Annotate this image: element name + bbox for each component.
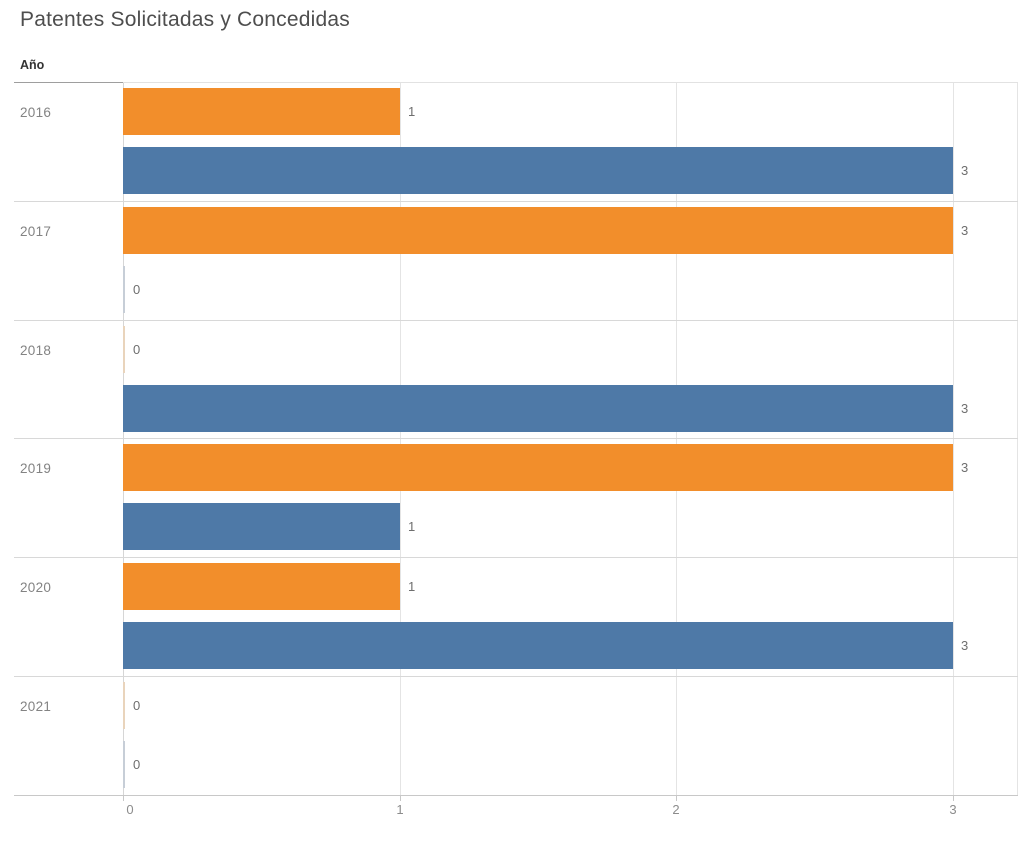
bar-value-label: 3	[961, 400, 969, 416]
bar-blue-2016[interactable]	[123, 146, 953, 194]
plot-top-border	[123, 82, 1018, 83]
bar-row-blue: 3	[123, 617, 1018, 676]
bar-value-label: 3	[961, 222, 969, 238]
bar-row-orange: 3	[123, 439, 1018, 498]
bar-orange-2021[interactable]	[123, 682, 125, 730]
year-group-2021: 2021 0 0	[14, 677, 1018, 795]
bar-row-orange: 3	[123, 202, 1018, 261]
x-tick-mark	[676, 796, 677, 801]
bar-blue-2017[interactable]	[123, 265, 125, 313]
year-label: 2019	[20, 461, 52, 477]
bar-value-label: 3	[961, 460, 969, 476]
header-underline	[14, 82, 123, 83]
bar-row-blue: 0	[123, 736, 1018, 795]
year-label: 2016	[20, 104, 52, 120]
bar-blue-2021[interactable]	[123, 741, 125, 789]
bar-value-label: 0	[133, 341, 141, 357]
x-tick-label: 0	[126, 802, 134, 817]
bar-orange-2016[interactable]	[123, 88, 400, 135]
x-tick-label: 3	[949, 802, 957, 817]
year-label: 2018	[20, 342, 52, 358]
bar-value-label: 3	[961, 638, 969, 654]
year-label: 2017	[20, 223, 52, 239]
x-axis-line	[14, 795, 1018, 796]
bar-blue-2018[interactable]	[123, 384, 953, 432]
year-group-2017: 2017 3 0	[14, 202, 1018, 321]
bar-orange-2017[interactable]	[123, 206, 953, 254]
bar-row-blue: 3	[123, 380, 1018, 439]
bar-row-orange: 1	[123, 558, 1018, 617]
bar-value-label: 0	[133, 281, 141, 297]
bar-row-blue: 3	[123, 142, 1018, 201]
year-label: 2020	[20, 580, 52, 596]
bar-value-label: 0	[133, 757, 141, 773]
bar-row-orange: 0	[123, 677, 1018, 736]
category-axis-header: Año	[20, 58, 45, 72]
x-tick-mark	[400, 796, 401, 801]
bar-orange-2018[interactable]	[123, 325, 125, 373]
year-group-2020: 2020 1 3	[14, 558, 1018, 678]
page-title: Patentes Solicitadas y Concedidas	[20, 8, 350, 31]
year-group-2019: 2019 3 1	[14, 439, 1018, 559]
year-label: 2021	[20, 699, 52, 715]
x-tick-label: 1	[396, 802, 404, 817]
bar-orange-2019[interactable]	[123, 444, 953, 492]
bar-row-blue: 0	[123, 261, 1018, 320]
x-tick-mark	[953, 796, 954, 801]
bar-value-label: 0	[133, 698, 141, 714]
bar-row-blue: 1	[123, 498, 1018, 557]
bar-row-orange: 0	[123, 321, 1018, 380]
bar-blue-2019[interactable]	[123, 503, 400, 551]
x-tick-mark	[123, 796, 124, 801]
bar-value-label: 1	[408, 519, 416, 535]
bar-value-label: 1	[408, 579, 416, 595]
bar-row-orange: 1	[123, 83, 1018, 142]
rows-layer: 2016 1 3 2017 3 0 2018 0 3 2019 3 1 2020 1 3 2021 0 0	[14, 83, 1018, 795]
year-group-2018: 2018 0 3	[14, 321, 1018, 440]
x-tick-label: 2	[672, 802, 680, 817]
bar-value-label: 3	[961, 162, 969, 178]
bar-orange-2020[interactable]	[123, 563, 400, 611]
bar-value-label: 1	[408, 104, 416, 119]
year-group-2016: 2016 1 3	[14, 83, 1018, 202]
bar-blue-2020[interactable]	[123, 622, 953, 670]
